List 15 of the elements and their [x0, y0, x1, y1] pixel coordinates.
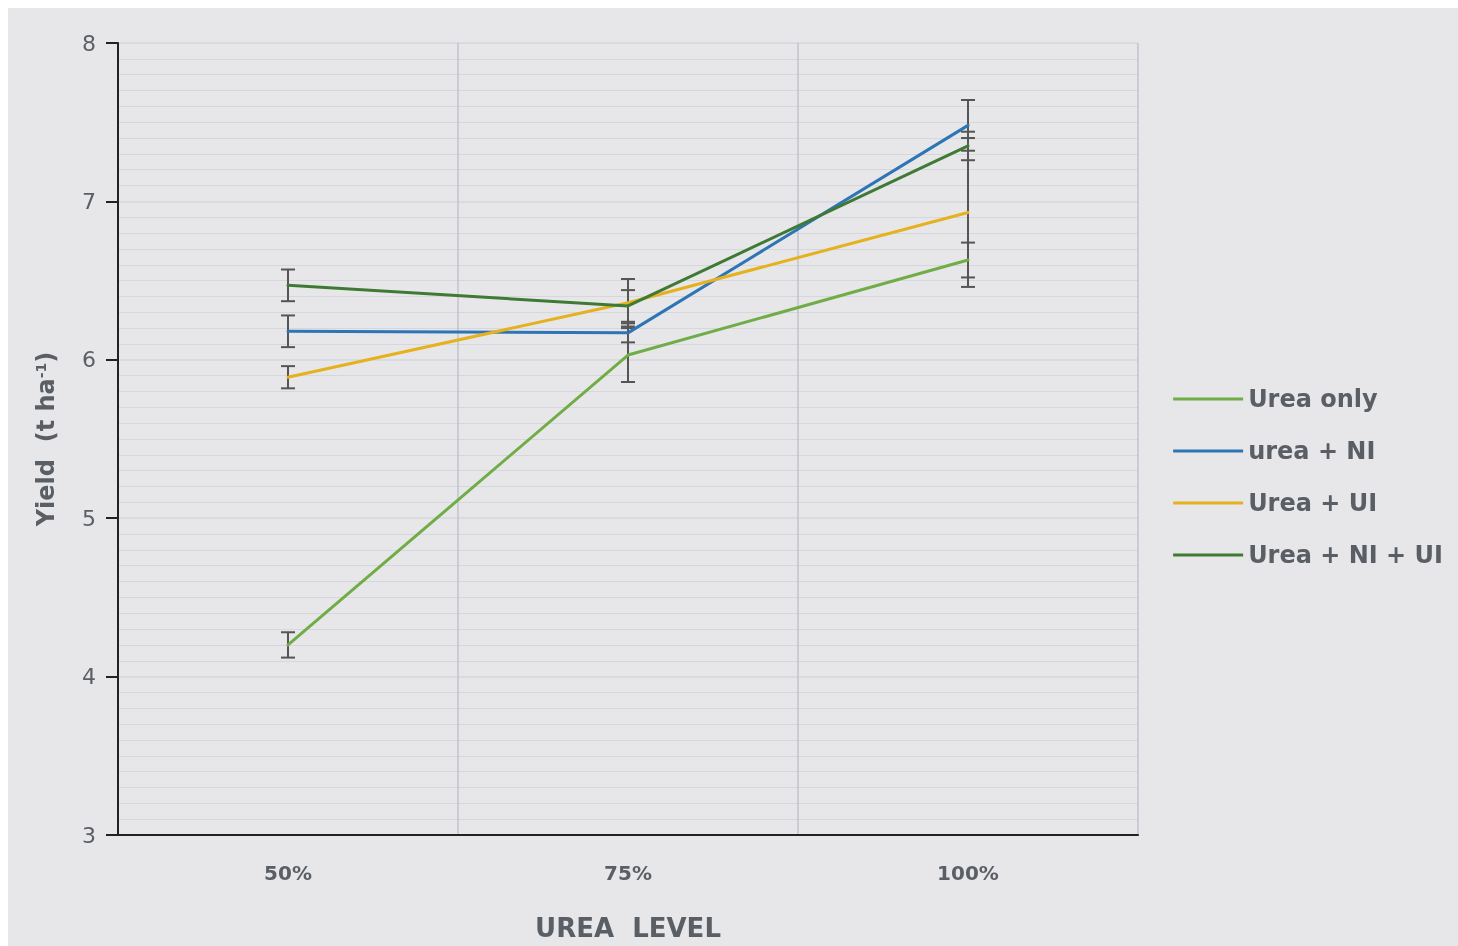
- x-tick-label: 100%: [937, 861, 999, 885]
- legend-label: urea + NI: [1248, 437, 1376, 465]
- y-tick-label: 8: [82, 30, 96, 56]
- y-tick-label: 3: [82, 822, 96, 848]
- legend-label: Urea only: [1248, 385, 1379, 413]
- y-tick-label: 7: [82, 188, 96, 214]
- legend-label: Urea + NI + UI: [1248, 541, 1443, 569]
- y-tick-label: 4: [82, 664, 96, 690]
- x-axis-title: UREA LEVEL: [535, 913, 721, 943]
- x-tick-label: 75%: [604, 861, 652, 885]
- legend-label: Urea + UI: [1248, 489, 1378, 517]
- y-tick-label: 6: [82, 347, 96, 373]
- x-tick-label: 50%: [264, 861, 312, 885]
- y-axis-title: Yield (t ha-1): [32, 351, 60, 528]
- y-tick-label: 5: [82, 505, 96, 531]
